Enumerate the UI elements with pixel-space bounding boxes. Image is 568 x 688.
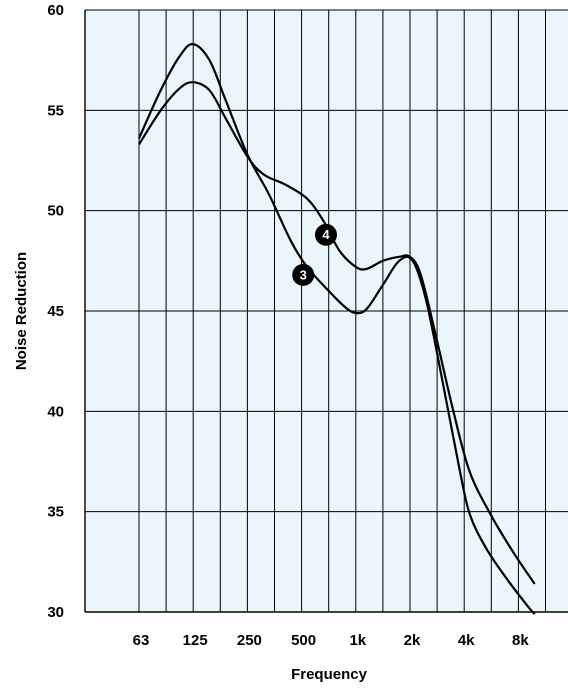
series-marker-label: 3 [300, 267, 307, 282]
y-tick-label: 50 [47, 203, 64, 220]
series-line-3 [137, 42, 536, 615]
y-axis-ticks: 30 35 40 45 50 55 60 [47, 2, 64, 621]
y-tick-label: 35 [47, 504, 64, 521]
x-tick-label: 2k [404, 632, 421, 649]
series-marker-label: 4 [322, 227, 330, 242]
x-tick-label: 1k [349, 632, 366, 649]
series-marker-3 [292, 263, 315, 286]
series-markers: 34 [292, 223, 337, 286]
x-tick-label: 4k [458, 632, 475, 649]
y-tick-label: 60 [47, 2, 64, 19]
series-line-4 [138, 81, 536, 585]
series-lines [137, 42, 536, 615]
grid-lines [84, 9, 568, 613]
x-axis-title: Frequency [291, 666, 368, 683]
y-tick-label: 55 [47, 102, 64, 119]
x-axis-ticks: 63 125 250 500 1k 2k 4k 8k [133, 632, 530, 649]
y-tick-label: 30 [47, 604, 64, 621]
x-tick-label: 500 [291, 632, 316, 649]
y-tick-label: 45 [47, 303, 64, 320]
series-marker-4 [314, 223, 337, 246]
x-tick-label: 125 [183, 632, 208, 649]
y-axis-title: Noise Reduction [13, 252, 30, 370]
x-tick-label: 63 [133, 632, 150, 649]
y-tick-label: 40 [47, 403, 64, 420]
x-tick-label: 8k [512, 632, 529, 649]
x-tick-label: 250 [237, 632, 262, 649]
